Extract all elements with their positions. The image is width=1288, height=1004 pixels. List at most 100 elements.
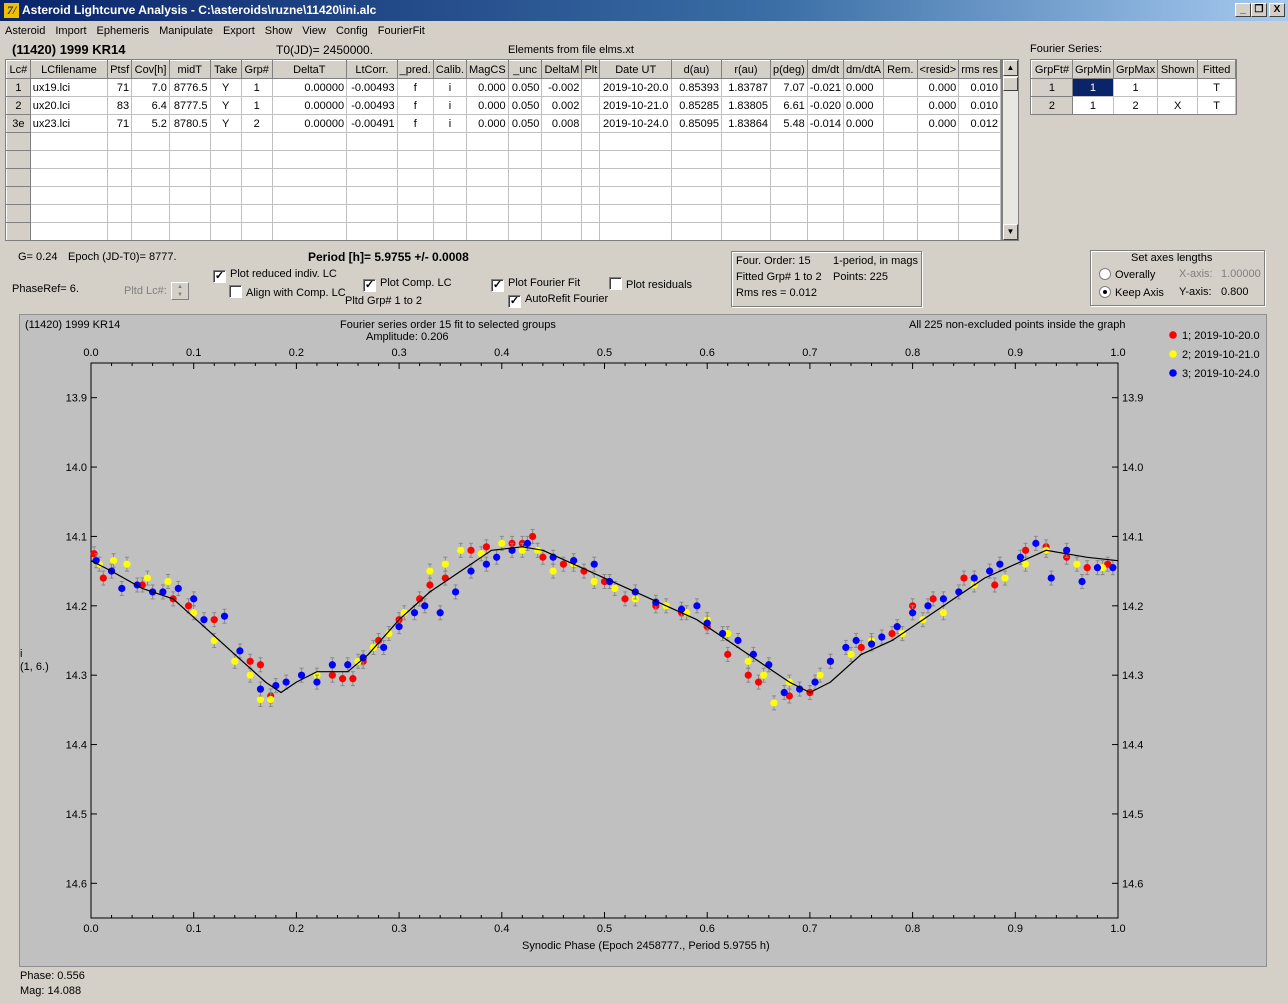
empty-cell[interactable] bbox=[168, 204, 211, 223]
empty-cell[interactable] bbox=[720, 204, 772, 223]
empty-cell[interactable] bbox=[541, 168, 583, 187]
fourier-col-fitted[interactable]: Fitted bbox=[1197, 60, 1236, 79]
fourier-cell-grpft[interactable]: 2 bbox=[1031, 96, 1073, 114]
align-comp-checkbox[interactable]: Align with Comp. LC bbox=[229, 285, 346, 299]
cell-cov[interactable]: 5.2 bbox=[131, 114, 170, 133]
cell-magcs[interactable]: 0.000 bbox=[465, 78, 509, 97]
minimize-button[interactable]: _ bbox=[1235, 3, 1251, 17]
empty-cell[interactable] bbox=[599, 186, 673, 205]
x-axis-value[interactable]: 1.00000 bbox=[1221, 268, 1261, 280]
empty-cell[interactable] bbox=[720, 150, 772, 169]
cell-dmdt[interactable]: -0.021 bbox=[806, 78, 845, 97]
empty-cell[interactable] bbox=[916, 222, 960, 240]
cell-grp[interactable]: 2 bbox=[240, 114, 273, 133]
empty-cell[interactable] bbox=[671, 222, 722, 240]
empty-cell[interactable] bbox=[346, 168, 398, 187]
empty-cell[interactable] bbox=[581, 150, 601, 169]
empty-cell[interactable] bbox=[581, 186, 601, 205]
empty-cell[interactable] bbox=[107, 204, 133, 223]
col-header-ltcorr[interactable]: LtCorr. bbox=[346, 60, 398, 79]
scroll-down-icon[interactable]: ▼ bbox=[1003, 224, 1018, 240]
empty-cell[interactable] bbox=[168, 150, 211, 169]
empty-cell[interactable] bbox=[240, 222, 273, 240]
col-header-lc-filename[interactable]: LCfilename bbox=[29, 60, 109, 79]
cell-pred[interactable]: f bbox=[396, 96, 434, 115]
empty-cell[interactable] bbox=[432, 132, 467, 151]
empty-cell[interactable] bbox=[346, 204, 398, 223]
empty-cell[interactable] bbox=[29, 150, 109, 169]
empty-cell[interactable] bbox=[770, 204, 808, 223]
empty-cell[interactable] bbox=[6, 132, 31, 151]
empty-cell[interactable] bbox=[107, 132, 133, 151]
cell-plt[interactable] bbox=[581, 96, 601, 115]
empty-cell[interactable] bbox=[720, 186, 772, 205]
empty-cell[interactable] bbox=[541, 186, 583, 205]
empty-cell[interactable] bbox=[541, 150, 583, 169]
empty-cell[interactable] bbox=[396, 150, 434, 169]
empty-cell[interactable] bbox=[541, 204, 583, 223]
empty-cell[interactable] bbox=[882, 186, 918, 205]
cell-deltam[interactable]: 0.002 bbox=[541, 96, 583, 115]
cell-rms-res[interactable]: 0.012 bbox=[958, 114, 1001, 133]
empty-cell[interactable] bbox=[916, 168, 960, 187]
empty-cell[interactable] bbox=[131, 186, 170, 205]
empty-cell[interactable] bbox=[432, 222, 467, 240]
menu-show[interactable]: Show bbox=[264, 25, 293, 37]
empty-row[interactable] bbox=[6, 186, 1001, 205]
cell-dmdt[interactable]: -0.014 bbox=[806, 114, 845, 133]
cell-magcs[interactable]: 0.000 bbox=[465, 114, 509, 133]
plot-residuals-checkbox[interactable]: Plot residuals bbox=[609, 277, 692, 291]
empty-cell[interactable] bbox=[671, 168, 722, 187]
cell-r-au[interactable]: 1.83864 bbox=[720, 114, 772, 133]
empty-cell[interactable] bbox=[843, 132, 884, 151]
cell-midt[interactable]: 8776.5 bbox=[168, 78, 211, 97]
cell-lc-num[interactable]: 2 bbox=[6, 96, 31, 115]
empty-cell[interactable] bbox=[6, 222, 31, 240]
cell-p-deg[interactable]: 7.07 bbox=[770, 78, 808, 97]
cell-midt[interactable]: 8780.5 bbox=[168, 114, 211, 133]
col-header-dmdt[interactable]: dm/dt bbox=[806, 60, 845, 79]
fourier-col-grpmax[interactable]: GrpMax bbox=[1112, 60, 1159, 79]
cell-ltcorr[interactable]: -0.00493 bbox=[346, 96, 398, 115]
empty-cell[interactable] bbox=[29, 132, 109, 151]
empty-cell[interactable] bbox=[29, 186, 109, 205]
menu-asteroid[interactable]: Asteroid bbox=[5, 25, 46, 37]
fourier-col-grpmin[interactable]: GrpMin bbox=[1071, 60, 1115, 79]
cell-date-ut[interactable]: 2019-10-20.0 bbox=[599, 78, 673, 97]
empty-row[interactable] bbox=[6, 132, 1001, 151]
empty-cell[interactable] bbox=[671, 186, 722, 205]
cell-dmdta[interactable]: 0.000 bbox=[843, 114, 884, 133]
empty-cell[interactable] bbox=[29, 204, 109, 223]
col-header-resid[interactable]: <resid> bbox=[916, 60, 960, 79]
menu-config[interactable]: Config bbox=[335, 25, 368, 37]
empty-cell[interactable] bbox=[107, 150, 133, 169]
fourier-cell-grpmin[interactable]: 1 bbox=[1071, 96, 1115, 114]
cell-calib[interactable]: i bbox=[432, 78, 467, 97]
cell-lc-num[interactable]: 1 bbox=[6, 78, 31, 97]
col-header-lc-num[interactable]: Lc# bbox=[6, 60, 31, 79]
cell-pred[interactable]: f bbox=[396, 114, 434, 133]
cell-resid[interactable]: 0.000 bbox=[916, 96, 960, 115]
table-row[interactable]: 3e ux23.lci 71 5.2 8780.5 Y 2 0.00000 -0.00491 f i… bbox=[6, 114, 1001, 133]
empty-cell[interactable] bbox=[720, 222, 772, 240]
empty-cell[interactable] bbox=[916, 150, 960, 169]
empty-cell[interactable] bbox=[240, 150, 273, 169]
keep-axis-radio[interactable]: Keep Axis bbox=[1099, 286, 1164, 299]
cell-lc-filename[interactable]: ux23.lci bbox=[29, 114, 109, 133]
empty-cell[interactable] bbox=[168, 186, 211, 205]
empty-cell[interactable] bbox=[396, 222, 434, 240]
cell-magcs[interactable]: 0.000 bbox=[465, 96, 509, 115]
fourier-cell-shown[interactable] bbox=[1157, 78, 1199, 97]
empty-cell[interactable] bbox=[346, 150, 398, 169]
empty-cell[interactable] bbox=[209, 204, 242, 223]
col-header-p-deg[interactable]: p(deg) bbox=[770, 60, 808, 79]
y-axis-value[interactable]: 0.800 bbox=[1221, 286, 1249, 298]
empty-cell[interactable] bbox=[882, 168, 918, 187]
empty-cell[interactable] bbox=[806, 186, 845, 205]
cell-ptsf[interactable]: 71 bbox=[107, 114, 133, 133]
cell-dmdta[interactable]: 0.000 bbox=[843, 78, 884, 97]
cell-deltat[interactable]: 0.00000 bbox=[271, 78, 348, 97]
plot-fourier-checkbox[interactable]: ✓ Plot Fourier Fit bbox=[491, 277, 580, 292]
col-header-cov[interactable]: Cov[h] bbox=[131, 60, 170, 79]
cell-deltat[interactable]: 0.00000 bbox=[271, 114, 348, 133]
